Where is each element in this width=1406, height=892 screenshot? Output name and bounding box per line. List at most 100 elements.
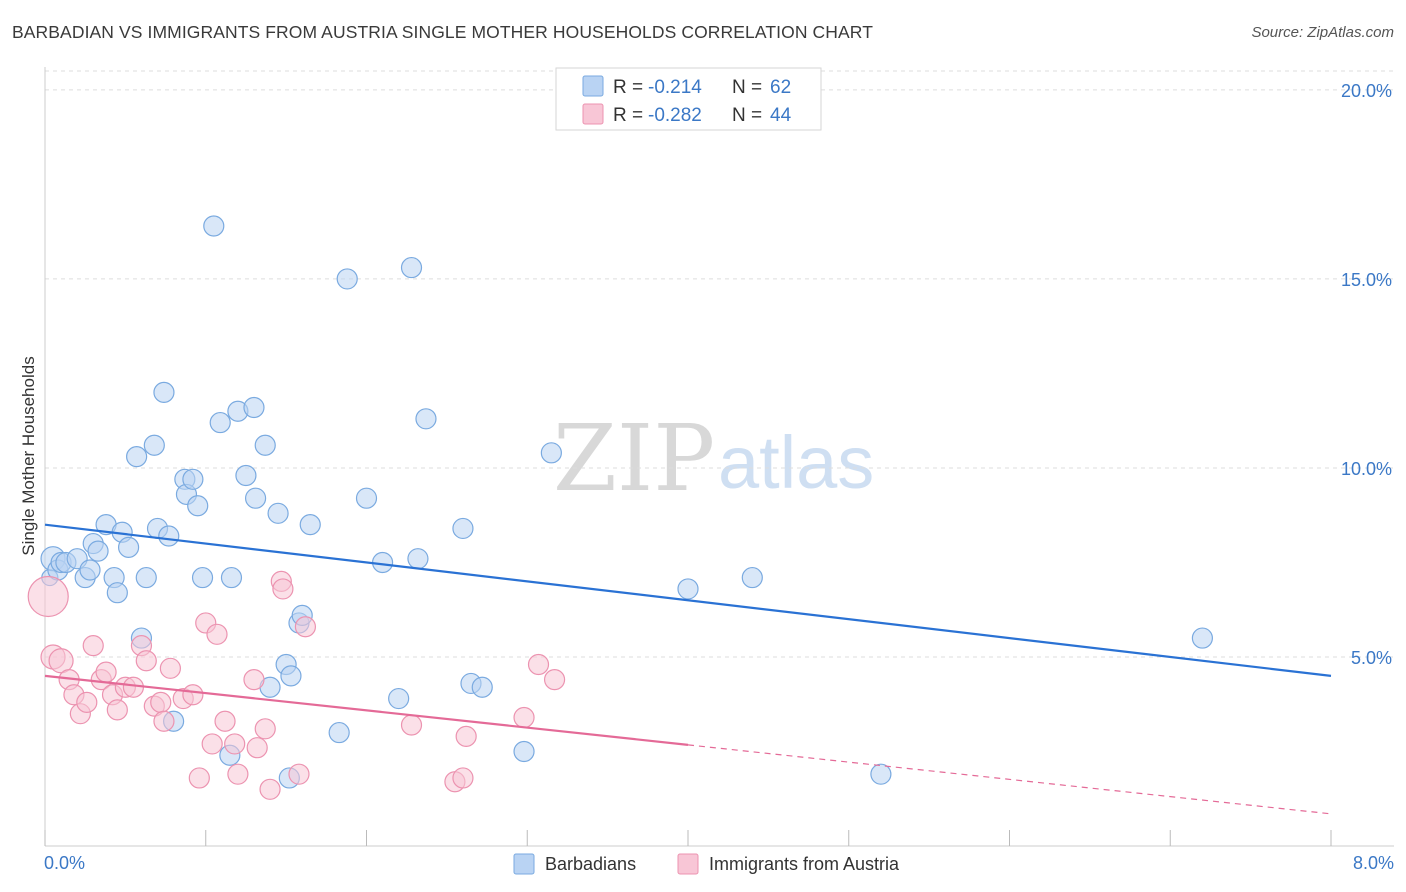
point-blue [355, 487, 378, 509]
point-pink [527, 653, 550, 676]
point-blue [106, 582, 128, 604]
point-pink [76, 691, 98, 713]
point-blue [243, 396, 265, 419]
chart-title: BARBADIAN VS IMMIGRANTS FROM AUSTRIA SIN… [12, 22, 873, 42]
point-blue [328, 721, 350, 744]
trend-line-pink [44, 674, 689, 746]
point-pink [224, 733, 246, 755]
legend-swatch-austria [677, 853, 699, 875]
stats-r-value: -0.214 [648, 77, 702, 98]
point-blue [400, 256, 423, 279]
stats-n-value: 62 [770, 77, 791, 98]
data-points [27, 215, 1214, 800]
point-blue [741, 566, 763, 589]
source-label: Source: ZipAtlas.com [1251, 24, 1394, 41]
point-pink [272, 578, 294, 600]
point-blue [117, 536, 140, 558]
watermark-atlas: atlas [718, 421, 874, 504]
point-blue [235, 464, 257, 487]
point-pink [455, 725, 477, 747]
point-pink [254, 718, 276, 740]
watermark-zip: ZIP [553, 405, 715, 512]
point-pink [106, 699, 128, 721]
point-blue [143, 434, 165, 456]
point-pink [188, 767, 210, 789]
x-tick-label-min: 0.0% [44, 853, 85, 873]
point-blue [187, 495, 209, 517]
point-blue [191, 566, 214, 589]
stats-n-value: 44 [770, 105, 792, 126]
stats-n-label: N = [732, 105, 762, 126]
point-pink [259, 778, 281, 800]
point-pink [246, 737, 268, 759]
point-pink [294, 616, 317, 638]
stats-swatch-pink [582, 103, 604, 125]
point-blue [203, 215, 225, 237]
point-pink [400, 714, 423, 736]
point-blue [280, 665, 302, 687]
y-tick-label: 15.0% [1341, 270, 1392, 290]
point-pink [95, 661, 117, 683]
point-pink [288, 763, 310, 785]
trend-line-pink-dashed [687, 744, 1332, 815]
point-pink [135, 650, 157, 672]
y-axis-label: Single Mother Households [19, 356, 38, 555]
point-blue [220, 566, 243, 589]
point-blue [182, 468, 204, 490]
point-blue [299, 514, 321, 536]
point-pink [182, 684, 204, 706]
stats-n-label: N = [732, 77, 762, 98]
point-blue [471, 676, 493, 698]
point-pink [543, 669, 566, 691]
legend-label-austria: Immigrants from Austria [709, 854, 900, 874]
point-blue [135, 566, 157, 589]
point-blue [153, 381, 175, 403]
trend-lines [44, 523, 1332, 815]
point-pink [243, 669, 265, 691]
point-pink [513, 706, 535, 729]
point-pink [153, 710, 175, 732]
point-blue [158, 525, 180, 547]
x-tick-label-max: 8.0% [1353, 853, 1394, 873]
point-pink [27, 575, 69, 618]
point-pink [82, 635, 104, 657]
series-legend: Barbadians Immigrants from Austria [513, 853, 900, 875]
point-blue [209, 411, 231, 434]
point-blue [336, 268, 358, 290]
stats-r-label: R = [613, 105, 643, 126]
point-pink [201, 733, 223, 755]
point-blue [452, 517, 474, 540]
stats-r-label: R = [613, 77, 643, 98]
point-blue [388, 687, 410, 710]
axes: 5.0% 10.0% 15.0% 20.0% 0.0% 8.0% [44, 67, 1394, 873]
legend-swatch-barbadians [513, 853, 535, 875]
point-pink [227, 763, 249, 785]
y-tick-label: 5.0% [1351, 648, 1392, 668]
point-blue [79, 559, 101, 581]
point-blue [126, 446, 148, 468]
point-blue [254, 434, 276, 456]
point-blue [1191, 627, 1214, 649]
stats-r-value: -0.282 [648, 105, 702, 126]
watermark: ZIP atlas [553, 405, 874, 512]
point-pink [214, 710, 236, 732]
point-blue [244, 487, 267, 509]
y-tick-label: 20.0% [1341, 81, 1392, 101]
trend-line-blue [44, 523, 1332, 677]
stats-swatch-blue [582, 75, 604, 97]
point-blue [513, 740, 535, 763]
point-pink [206, 623, 228, 645]
point-blue [415, 408, 437, 430]
legend-label-barbadians: Barbadians [545, 854, 636, 874]
point-pink [150, 691, 172, 713]
point-pink [452, 767, 474, 789]
point-blue [267, 502, 289, 524]
point-blue [677, 578, 699, 600]
y-tick-label: 10.0% [1341, 459, 1392, 479]
point-blue [540, 442, 562, 464]
point-blue [407, 548, 429, 570]
point-pink [159, 657, 181, 679]
point-blue [870, 763, 892, 785]
stats-legend: R = -0.214 N = 62 R = -0.282 N = 44 [555, 67, 822, 131]
